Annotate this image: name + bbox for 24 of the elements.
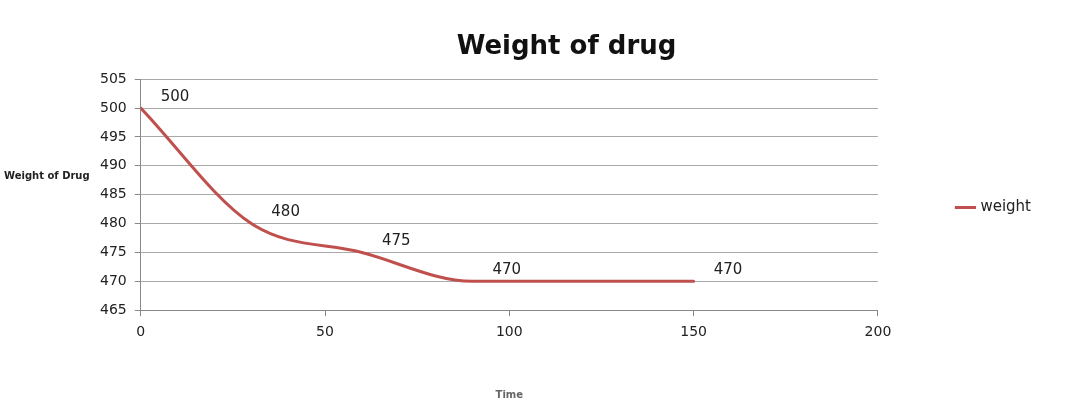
y-tick-label: 465 (99, 300, 127, 317)
y-tick-label: 475 (99, 243, 127, 260)
data-label: 500 (160, 86, 190, 105)
x-tick-label: 200 (864, 323, 892, 340)
data-label: 475 (381, 231, 411, 250)
y-axis-title: Weight of Drug (4, 169, 90, 181)
y-tick-label: 495 (99, 127, 127, 144)
x-axis-title: Time (495, 388, 524, 400)
data-label: 470 (492, 260, 522, 279)
y-tick-label: 485 (99, 185, 127, 202)
data-label: 480 (271, 202, 300, 221)
chart-title: Weight of drug (456, 30, 677, 61)
y-tick-label: 500 (99, 98, 127, 115)
y-tick-label: 490 (99, 156, 127, 173)
x-tick-label: 100 (495, 323, 523, 340)
y-tick-label: 505 (99, 69, 127, 86)
x-tick-label: 0 (136, 323, 146, 340)
y-tick-label: 480 (99, 214, 127, 231)
line-series (140, 106, 696, 283)
legend-label: weight (980, 197, 1032, 216)
x-tick-label: 150 (680, 323, 707, 340)
x-tick-label: 50 (316, 323, 334, 340)
y-tick-label: 470 (99, 271, 127, 288)
data-label: 470 (713, 260, 743, 279)
